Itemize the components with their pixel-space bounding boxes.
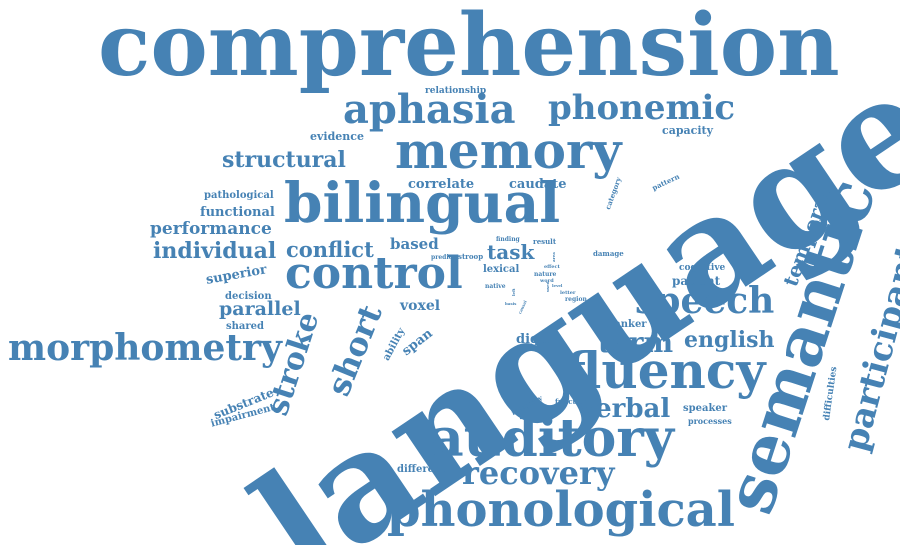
word-structural: structural <box>222 147 346 173</box>
word-relationship: relationship <box>425 86 487 96</box>
word-conflict: conflict <box>286 237 374 262</box>
word-voxel: voxel <box>400 298 441 314</box>
word-speaker: speaker <box>683 403 728 414</box>
word-different: different <box>397 464 446 475</box>
word-verbal: verbal <box>580 394 671 424</box>
word-auditory: auditory <box>430 408 674 469</box>
word-capacity: capacity <box>662 124 713 137</box>
word-predict: predict <box>431 254 456 261</box>
word-function: function <box>555 397 589 406</box>
word-flanker: flanker <box>607 319 647 330</box>
word-performance: performance <box>150 219 272 239</box>
word-english: english <box>684 327 775 353</box>
word-finding: finding <box>496 236 520 243</box>
word-nature: nature <box>534 271 557 278</box>
word-evidence: evidence <box>310 130 364 143</box>
word-phonemic: phonemic <box>548 88 736 128</box>
word-control: control <box>285 248 463 299</box>
word-aphasia: aphasia <box>343 86 516 133</box>
word-result: result <box>533 237 557 246</box>
word-superior: superior <box>204 262 268 288</box>
word-region: region <box>565 296 587 303</box>
word-functional: functional <box>200 205 275 220</box>
word-basis: basis <box>505 301 517 306</box>
word-left: left <box>511 288 516 296</box>
word-area: area <box>551 252 556 262</box>
word-digit: digit <box>516 332 551 347</box>
word-pathological: pathological <box>204 190 274 201</box>
word-morphometry: morphometry <box>8 327 282 369</box>
word-stroop: stroop <box>458 252 484 261</box>
word-damage: damage <box>593 249 624 258</box>
word-letter: letter <box>560 290 576 296</box>
word-cognitive: cognitive <box>679 263 726 273</box>
word-phonological: phonological <box>387 482 735 538</box>
word-fluency: fluency <box>565 341 766 400</box>
word-correlate: correlate <box>408 177 475 192</box>
word-task: task <box>487 240 535 264</box>
word-used: used <box>545 281 550 292</box>
word-shared: shared <box>226 321 265 332</box>
word-based: based <box>390 235 439 253</box>
word-word: word <box>540 278 554 284</box>
word-patient: patient <box>672 274 721 288</box>
word-native: native <box>485 283 506 290</box>
word-decision: decision <box>225 291 272 302</box>
word-caudate: caudate <box>509 177 567 192</box>
word-lexical: lexical <box>483 264 520 275</box>
word-individual: individual <box>153 238 277 264</box>
word-bilingual: bilingual <box>284 170 561 235</box>
word-effect: effect <box>544 264 560 270</box>
word-memory: memory <box>395 121 622 180</box>
word-processes: processes <box>688 416 732 426</box>
word-parallel: parallel <box>219 298 301 320</box>
word-recovery: recovery <box>462 454 615 492</box>
word-level: level <box>552 283 563 288</box>
word-comprehension: comprehension <box>98 0 840 96</box>
word-term: term <box>598 326 674 359</box>
word-speech: speech <box>635 280 775 322</box>
